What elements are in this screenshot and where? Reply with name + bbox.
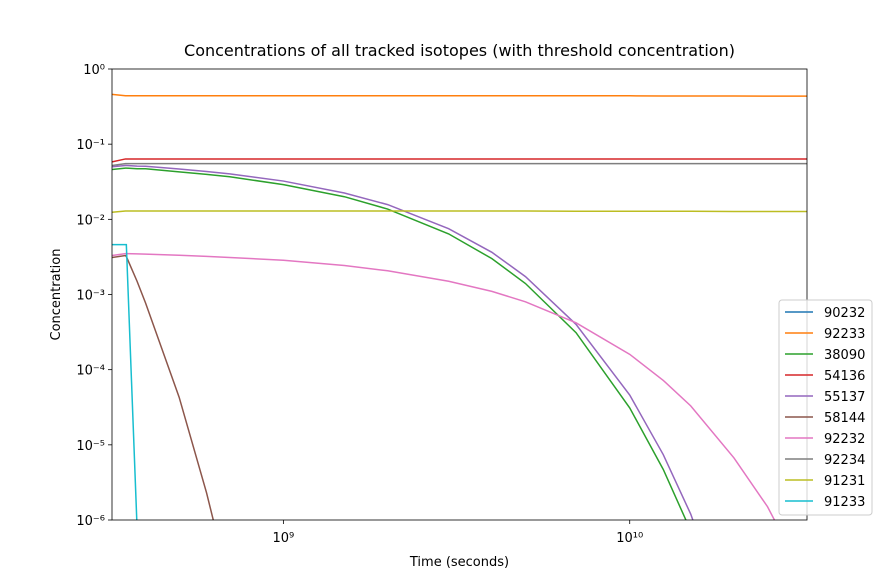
x-tick-label: 10⁹ [273, 531, 295, 546]
x-axis-label: Time (seconds) [409, 555, 509, 570]
legend-label: 91231 [824, 474, 865, 489]
plot-area [112, 69, 807, 520]
y-axis-label: Concentration [49, 249, 64, 341]
legend-label: 91233 [824, 495, 865, 510]
series-line [112, 243, 138, 520]
chart-title: Concentrations of all tracked isotopes (… [184, 41, 735, 60]
y-tick-label: 10⁻³ [76, 289, 105, 304]
y-tick-label: 10⁻⁶ [76, 514, 105, 529]
legend-label: 55137 [824, 390, 865, 405]
legend-label: 54136 [824, 369, 865, 384]
y-tick-label: 10⁻⁴ [76, 364, 105, 379]
series-line [112, 164, 694, 520]
y-tick-label: 10⁰ [83, 63, 105, 78]
x-tick-label: 10¹⁰ [616, 531, 643, 546]
y-tick-label: 10⁻¹ [76, 138, 105, 153]
series-line [112, 252, 776, 520]
legend-label: 92233 [824, 327, 865, 342]
series-line [112, 254, 215, 520]
series-line [112, 162, 807, 167]
series-line [112, 158, 807, 163]
legend-label: 92232 [824, 432, 865, 447]
y-tick-label: 10⁻⁵ [76, 439, 105, 454]
series-line [112, 167, 687, 520]
legend-label: 38090 [824, 348, 865, 363]
series-line [112, 210, 807, 214]
legend-label: 90232 [824, 306, 865, 321]
lines [112, 93, 807, 520]
y-tick-label: 10⁻² [76, 213, 105, 228]
legend-label: 58144 [824, 411, 865, 426]
legend-label: 92234 [824, 453, 865, 468]
series-line [112, 93, 807, 97]
